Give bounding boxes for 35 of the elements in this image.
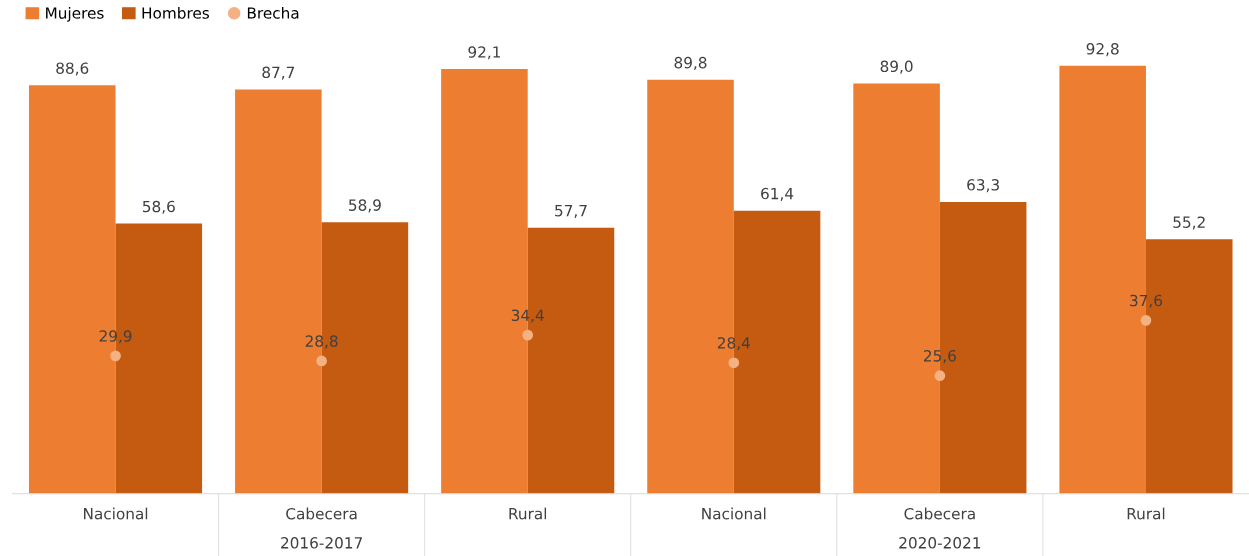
x-tick-label: Rural (1127, 507, 1165, 520)
data-label: 92,8 (1086, 43, 1119, 57)
data-label: 89,8 (674, 56, 707, 70)
data-label: 58,6 (142, 200, 175, 214)
data-label: 63,3 (967, 179, 999, 193)
text: 2016-2017 (281, 537, 362, 549)
data-label: 28,8 (305, 335, 338, 349)
data-label: 28,4 (717, 337, 750, 351)
point (522, 329, 534, 341)
x-tick-label: Nacional (83, 507, 148, 520)
x-tick-label: Rural (509, 507, 547, 520)
data-label: 34,4 (511, 309, 544, 323)
point (1140, 315, 1152, 326)
data-label: 88,6 (56, 62, 89, 76)
x-tick-label: Nacional (702, 507, 766, 520)
point (934, 370, 946, 382)
point (316, 355, 327, 367)
x-tick-label: Cabecera (286, 507, 357, 520)
data-label: 87,7 (262, 66, 295, 80)
data-label: 29,9 (99, 330, 132, 344)
data-label: 37,6 (1130, 294, 1162, 308)
legend-label: Brecha (247, 6, 299, 19)
point (110, 350, 121, 362)
data-label: 58,9 (349, 199, 381, 213)
data-label: 55,2 (1173, 216, 1205, 230)
data-label: 89,0 (880, 60, 913, 74)
x-tick-label: Cabecera (904, 507, 975, 520)
legend-label: Hombres (142, 6, 210, 19)
point (728, 357, 740, 369)
data-label: 61,4 (761, 187, 794, 201)
legend-label: Mujeres (46, 6, 104, 22)
data-label: 92,1 (468, 46, 501, 60)
text: 2020-2021 (899, 537, 981, 549)
data-label: 25,6 (923, 350, 956, 364)
data-label: 57,7 (555, 205, 587, 218)
